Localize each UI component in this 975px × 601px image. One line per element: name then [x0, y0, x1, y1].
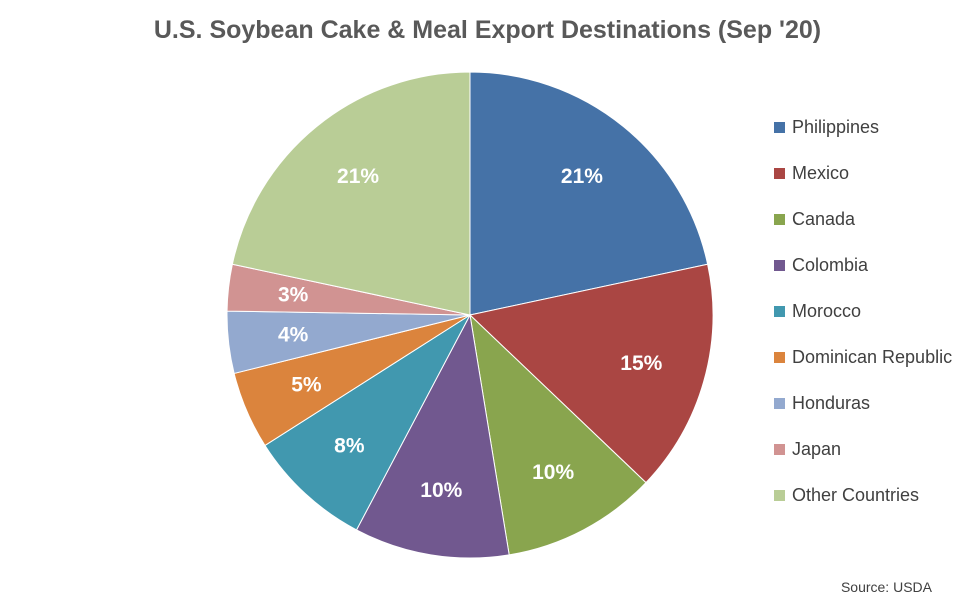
slice-label-philippines: 21%: [561, 165, 603, 188]
legend-swatch: [774, 259, 785, 271]
legend-label: Canada: [792, 208, 856, 229]
legend-label: Other Countries: [792, 484, 920, 505]
slice-label-colombia: 10%: [420, 479, 462, 502]
legend-swatch: [774, 213, 785, 225]
legend-item-japan: Japan: [774, 426, 952, 472]
legend-label: Honduras: [792, 392, 871, 413]
legend-swatch: [774, 443, 785, 455]
pie-slice-canada: [469, 313, 647, 556]
legend-swatch: [774, 167, 785, 179]
legend-item-canada: Canada: [774, 196, 952, 242]
pie-slice-mexico: [468, 263, 714, 484]
legend-swatch: [774, 305, 785, 317]
legend-item-honduras: Honduras: [774, 380, 952, 426]
slice-label-mexico: 15%: [620, 352, 662, 375]
pie-slice-labels: 21% 15% 10% 10% 8% 5% 4% 3% 21%: [278, 165, 663, 502]
legend-item-mexico: Mexico: [774, 150, 952, 196]
slice-label-canada: 10%: [532, 461, 574, 484]
legend-swatch: [774, 489, 785, 501]
pie-slice-colombia: [355, 313, 510, 559]
legend-item-colombia: Colombia: [774, 242, 952, 288]
pie-slices: [226, 71, 714, 559]
legend-label: Japan: [792, 438, 842, 459]
chart-legend: Philippines Mexico Canada Colombia Morocco Do…: [774, 104, 952, 518]
legend-label: Morocco: [792, 300, 862, 321]
legend-item-other-countries: Other Countries: [774, 472, 952, 518]
legend-item-dominican-republic: Dominican Republic: [774, 334, 952, 380]
slice-label-morocco: 8%: [334, 434, 365, 457]
legend-swatch: [774, 121, 785, 133]
legend-label: Colombia: [792, 254, 869, 275]
slice-label-dominican-republic: 5%: [291, 374, 322, 397]
source-note: Source: USDA: [840, 579, 932, 595]
slice-label-japan: 3%: [278, 283, 309, 306]
chart-title: U.S. Soybean Cake & Meal Export Destinat…: [153, 16, 822, 44]
legend-label: Mexico: [792, 162, 850, 183]
legend-label: Philippines: [792, 116, 880, 137]
legend-item-philippines: Philippines: [774, 104, 952, 150]
slice-label-honduras: 4%: [278, 324, 309, 347]
legend-label: Dominican Republic: [792, 346, 953, 367]
slice-label-other-countries: 21%: [337, 165, 379, 188]
legend-swatch: [774, 397, 785, 409]
legend-item-morocco: Morocco: [774, 288, 952, 334]
pie-slice-other-countries: [231, 71, 471, 316]
pie-slice-morocco: [264, 313, 472, 531]
legend-swatch: [774, 351, 785, 363]
pie-slice-philippines: [469, 71, 709, 316]
